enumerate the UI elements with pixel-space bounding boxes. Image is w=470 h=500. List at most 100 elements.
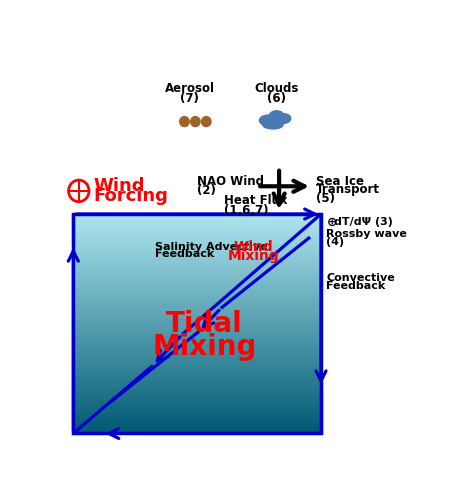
Bar <box>73 280 321 281</box>
Bar <box>73 306 321 308</box>
Bar <box>73 372 321 373</box>
Bar <box>73 302 321 304</box>
Bar <box>73 289 321 291</box>
Bar <box>73 358 321 360</box>
Bar <box>73 225 321 227</box>
Bar <box>73 222 321 223</box>
Bar <box>73 386 321 388</box>
Text: Feedback: Feedback <box>327 282 386 292</box>
Bar <box>73 360 321 362</box>
Bar <box>73 247 321 248</box>
Text: (5): (5) <box>315 192 335 204</box>
Bar <box>73 316 321 318</box>
Bar <box>73 311 321 313</box>
Bar <box>73 419 321 420</box>
Text: NAO Wind: NAO Wind <box>197 175 264 188</box>
Bar <box>73 356 321 358</box>
Bar <box>73 342 321 344</box>
Bar <box>73 428 321 430</box>
Bar <box>73 368 321 370</box>
Text: Rossby wave: Rossby wave <box>327 229 407 239</box>
Bar <box>73 388 321 390</box>
Bar <box>73 286 321 287</box>
Bar <box>73 223 321 225</box>
Text: (6): (6) <box>267 92 286 105</box>
Bar <box>73 250 321 252</box>
Text: ⊕: ⊕ <box>327 216 337 229</box>
Bar <box>73 408 321 410</box>
Bar <box>73 393 321 395</box>
Bar <box>73 296 321 298</box>
Bar <box>73 240 321 242</box>
Text: Feedback: Feedback <box>155 250 214 260</box>
Bar <box>73 377 321 378</box>
Bar <box>73 366 321 368</box>
Bar <box>73 324 321 326</box>
Bar <box>73 432 321 434</box>
Text: Heat Flux: Heat Flux <box>225 194 288 207</box>
Bar <box>73 228 321 230</box>
Bar <box>73 234 321 236</box>
Ellipse shape <box>269 111 284 121</box>
Circle shape <box>180 116 189 126</box>
Text: Mixing: Mixing <box>152 333 257 361</box>
Bar <box>73 309 321 311</box>
Bar <box>73 238 321 240</box>
Ellipse shape <box>277 114 291 124</box>
Bar <box>73 214 321 434</box>
Bar <box>73 331 321 333</box>
Bar <box>73 346 321 348</box>
Bar <box>73 227 321 228</box>
Bar <box>73 320 321 322</box>
Bar <box>73 348 321 350</box>
Bar <box>73 404 321 406</box>
Text: Mixing: Mixing <box>228 250 280 264</box>
Text: Clouds: Clouds <box>254 82 299 96</box>
Text: Wind: Wind <box>94 178 145 196</box>
Bar <box>73 248 321 250</box>
Bar <box>73 338 321 340</box>
Bar <box>73 218 321 220</box>
Bar <box>73 265 321 267</box>
Text: dT/dΨ (3): dT/dΨ (3) <box>334 218 392 228</box>
Bar <box>73 269 321 270</box>
Circle shape <box>202 116 211 126</box>
Bar <box>73 420 321 422</box>
Bar <box>73 276 321 278</box>
Bar <box>73 375 321 377</box>
Bar <box>73 382 321 384</box>
Bar <box>73 364 321 366</box>
Bar <box>73 414 321 415</box>
Text: (4): (4) <box>327 236 345 246</box>
Bar <box>73 214 321 216</box>
Bar <box>73 298 321 300</box>
Bar <box>73 333 321 334</box>
Bar <box>73 304 321 306</box>
Bar <box>73 220 321 222</box>
Bar <box>73 230 321 232</box>
Bar <box>73 254 321 256</box>
Bar <box>73 329 321 331</box>
Ellipse shape <box>259 115 277 126</box>
Bar <box>73 236 321 238</box>
Bar <box>73 390 321 392</box>
Text: Salinity Advective: Salinity Advective <box>155 242 268 252</box>
Text: Sea Ice: Sea Ice <box>315 175 364 188</box>
Bar <box>73 355 321 356</box>
Bar <box>73 378 321 380</box>
Bar <box>73 300 321 302</box>
Bar <box>73 322 321 324</box>
Bar <box>73 395 321 397</box>
Bar <box>73 426 321 428</box>
Bar <box>73 344 321 346</box>
Bar <box>73 351 321 353</box>
Bar <box>73 282 321 284</box>
Bar <box>73 245 321 247</box>
Bar <box>73 373 321 375</box>
Bar <box>73 313 321 314</box>
Bar <box>73 267 321 269</box>
Bar <box>73 274 321 276</box>
Bar <box>73 398 321 400</box>
Bar <box>73 362 321 364</box>
Text: Tidal: Tidal <box>166 310 243 338</box>
